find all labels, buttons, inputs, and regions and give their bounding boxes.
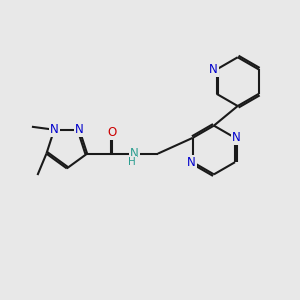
Text: N: N bbox=[130, 147, 139, 160]
Text: N: N bbox=[232, 131, 241, 144]
Text: N: N bbox=[209, 63, 218, 76]
Text: H: H bbox=[128, 157, 136, 167]
Text: O: O bbox=[108, 126, 117, 139]
Text: N: N bbox=[75, 123, 84, 136]
Text: N: N bbox=[187, 156, 196, 169]
Text: N: N bbox=[50, 123, 58, 136]
